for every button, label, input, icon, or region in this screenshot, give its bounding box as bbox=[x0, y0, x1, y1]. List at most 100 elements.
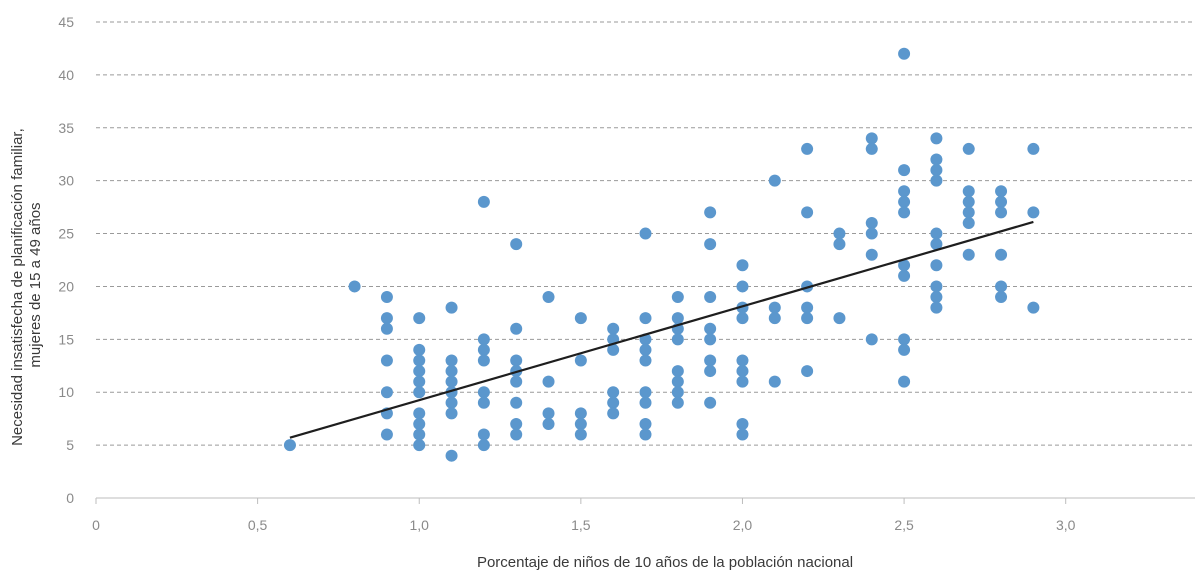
data-point bbox=[704, 322, 717, 335]
data-point bbox=[962, 206, 975, 219]
data-point bbox=[768, 174, 781, 187]
data-point bbox=[671, 396, 684, 409]
data-point bbox=[898, 185, 911, 198]
x-tick-label: 0 bbox=[92, 517, 100, 533]
data-point bbox=[995, 206, 1008, 219]
y-tick-label: 15 bbox=[58, 331, 74, 347]
data-point bbox=[542, 291, 555, 304]
data-point bbox=[995, 248, 1008, 261]
data-point bbox=[413, 428, 426, 441]
data-point bbox=[477, 386, 490, 399]
data-point bbox=[445, 396, 458, 409]
data-point bbox=[995, 195, 1008, 208]
data-point bbox=[445, 449, 458, 462]
data-point bbox=[413, 375, 426, 388]
data-point bbox=[413, 354, 426, 367]
data-point bbox=[833, 238, 846, 251]
data-point bbox=[380, 386, 393, 399]
data-point bbox=[736, 312, 749, 325]
data-point bbox=[930, 132, 943, 145]
data-point bbox=[865, 216, 878, 229]
data-point bbox=[704, 354, 717, 367]
data-point bbox=[380, 312, 393, 325]
data-point bbox=[574, 428, 587, 441]
data-point bbox=[348, 280, 361, 293]
data-point bbox=[898, 343, 911, 356]
data-point bbox=[607, 322, 620, 335]
data-point bbox=[704, 206, 717, 219]
data-point bbox=[607, 386, 620, 399]
data-points bbox=[283, 47, 1040, 462]
data-point bbox=[607, 407, 620, 420]
data-point bbox=[510, 428, 523, 441]
y-tick-label: 10 bbox=[58, 384, 74, 400]
data-point bbox=[574, 312, 587, 325]
data-point bbox=[510, 238, 523, 251]
data-point bbox=[736, 259, 749, 272]
data-point bbox=[1027, 142, 1040, 155]
data-point bbox=[574, 407, 587, 420]
y-tick-label: 0 bbox=[66, 490, 74, 506]
data-point bbox=[639, 396, 652, 409]
data-point bbox=[962, 195, 975, 208]
data-point bbox=[510, 354, 523, 367]
data-point bbox=[380, 428, 393, 441]
y-tick-label: 25 bbox=[58, 226, 74, 242]
data-point bbox=[639, 386, 652, 399]
data-point bbox=[930, 291, 943, 304]
data-point bbox=[639, 417, 652, 430]
data-point bbox=[898, 375, 911, 388]
data-point bbox=[445, 365, 458, 378]
data-point bbox=[445, 407, 458, 420]
y-tick-label: 45 bbox=[58, 14, 74, 30]
data-point bbox=[801, 365, 814, 378]
data-point bbox=[413, 407, 426, 420]
data-point bbox=[542, 407, 555, 420]
data-point bbox=[380, 322, 393, 335]
data-point bbox=[833, 227, 846, 240]
data-point bbox=[930, 238, 943, 251]
data-point bbox=[801, 312, 814, 325]
data-point bbox=[413, 343, 426, 356]
data-point bbox=[898, 206, 911, 219]
data-point bbox=[477, 439, 490, 452]
data-point bbox=[477, 195, 490, 208]
x-tick-label: 1,5 bbox=[571, 517, 591, 533]
data-point bbox=[477, 396, 490, 409]
data-point bbox=[736, 375, 749, 388]
data-point bbox=[510, 417, 523, 430]
data-point bbox=[930, 174, 943, 187]
x-axis-title: Porcentaje de niños de 10 años de la pob… bbox=[477, 554, 853, 570]
data-point bbox=[801, 206, 814, 219]
data-point bbox=[898, 333, 911, 346]
data-point bbox=[671, 365, 684, 378]
x-tick-label: 2,0 bbox=[733, 517, 753, 533]
data-point bbox=[510, 396, 523, 409]
data-point bbox=[898, 47, 911, 60]
data-point bbox=[736, 365, 749, 378]
data-point bbox=[833, 312, 846, 325]
data-point bbox=[671, 312, 684, 325]
data-point bbox=[542, 375, 555, 388]
data-point bbox=[930, 164, 943, 177]
y-axis-title: Necesidad insatisfecha de planificación … bbox=[9, 124, 44, 446]
data-point bbox=[898, 195, 911, 208]
data-point bbox=[477, 333, 490, 346]
data-point bbox=[477, 428, 490, 441]
y-axis-title-line-2: mujeres de 15 a 49 años bbox=[27, 202, 44, 367]
data-point bbox=[865, 227, 878, 240]
data-point bbox=[380, 354, 393, 367]
x-axis-ticks: 0 0,5 1,0 1,5 2,0 2,5 3,0 bbox=[92, 498, 1076, 533]
data-point bbox=[704, 365, 717, 378]
data-point bbox=[995, 185, 1008, 198]
data-point bbox=[736, 280, 749, 293]
data-point bbox=[413, 386, 426, 399]
data-point bbox=[1027, 206, 1040, 219]
data-point bbox=[477, 354, 490, 367]
data-point bbox=[542, 417, 555, 430]
x-tick-label: 2,5 bbox=[894, 517, 914, 533]
data-point bbox=[768, 301, 781, 314]
y-axis-title-line-1: Necesidad insatisfecha de planificación … bbox=[9, 128, 26, 446]
data-point bbox=[639, 312, 652, 325]
y-tick-label: 20 bbox=[58, 278, 74, 294]
